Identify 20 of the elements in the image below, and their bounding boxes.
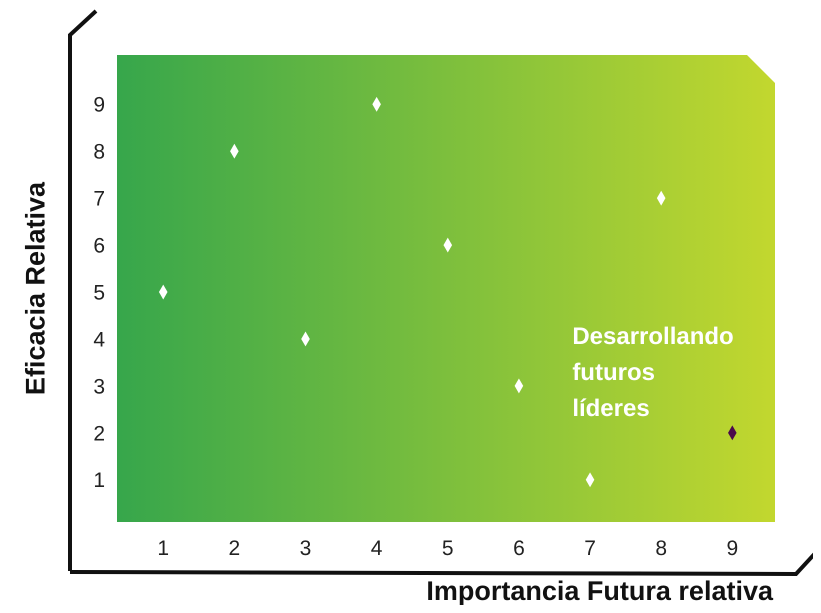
x-tick-label: 3 xyxy=(300,536,312,560)
y-tick-label: 5 xyxy=(93,281,105,304)
annotation: Desarrollando futuros líderes xyxy=(572,322,734,422)
x-tick-label: 7 xyxy=(584,536,596,560)
y-tick-label: 4 xyxy=(93,328,106,352)
x-tick-label: 8 xyxy=(655,536,668,560)
y-tick-label: 7 xyxy=(93,188,105,211)
x-tick-label: 1 xyxy=(157,536,170,560)
y-tick-label: 1 xyxy=(93,469,105,492)
y-tick-label: 8 xyxy=(93,140,105,164)
x-tick-label: 5 xyxy=(442,536,454,560)
y-tick-label: 2 xyxy=(93,422,105,446)
y-tick-label: 6 xyxy=(93,234,105,258)
x-tick-label: 2 xyxy=(228,536,240,560)
y-tick-label: 3 xyxy=(93,375,105,398)
x-tick-label: 6 xyxy=(513,536,525,560)
y-tick-label: 9 xyxy=(93,94,105,117)
x-tick-label: 9 xyxy=(726,536,738,560)
x-tick-label: 4 xyxy=(370,536,383,560)
y-axis-title: Eficacia Relativa xyxy=(20,180,51,396)
